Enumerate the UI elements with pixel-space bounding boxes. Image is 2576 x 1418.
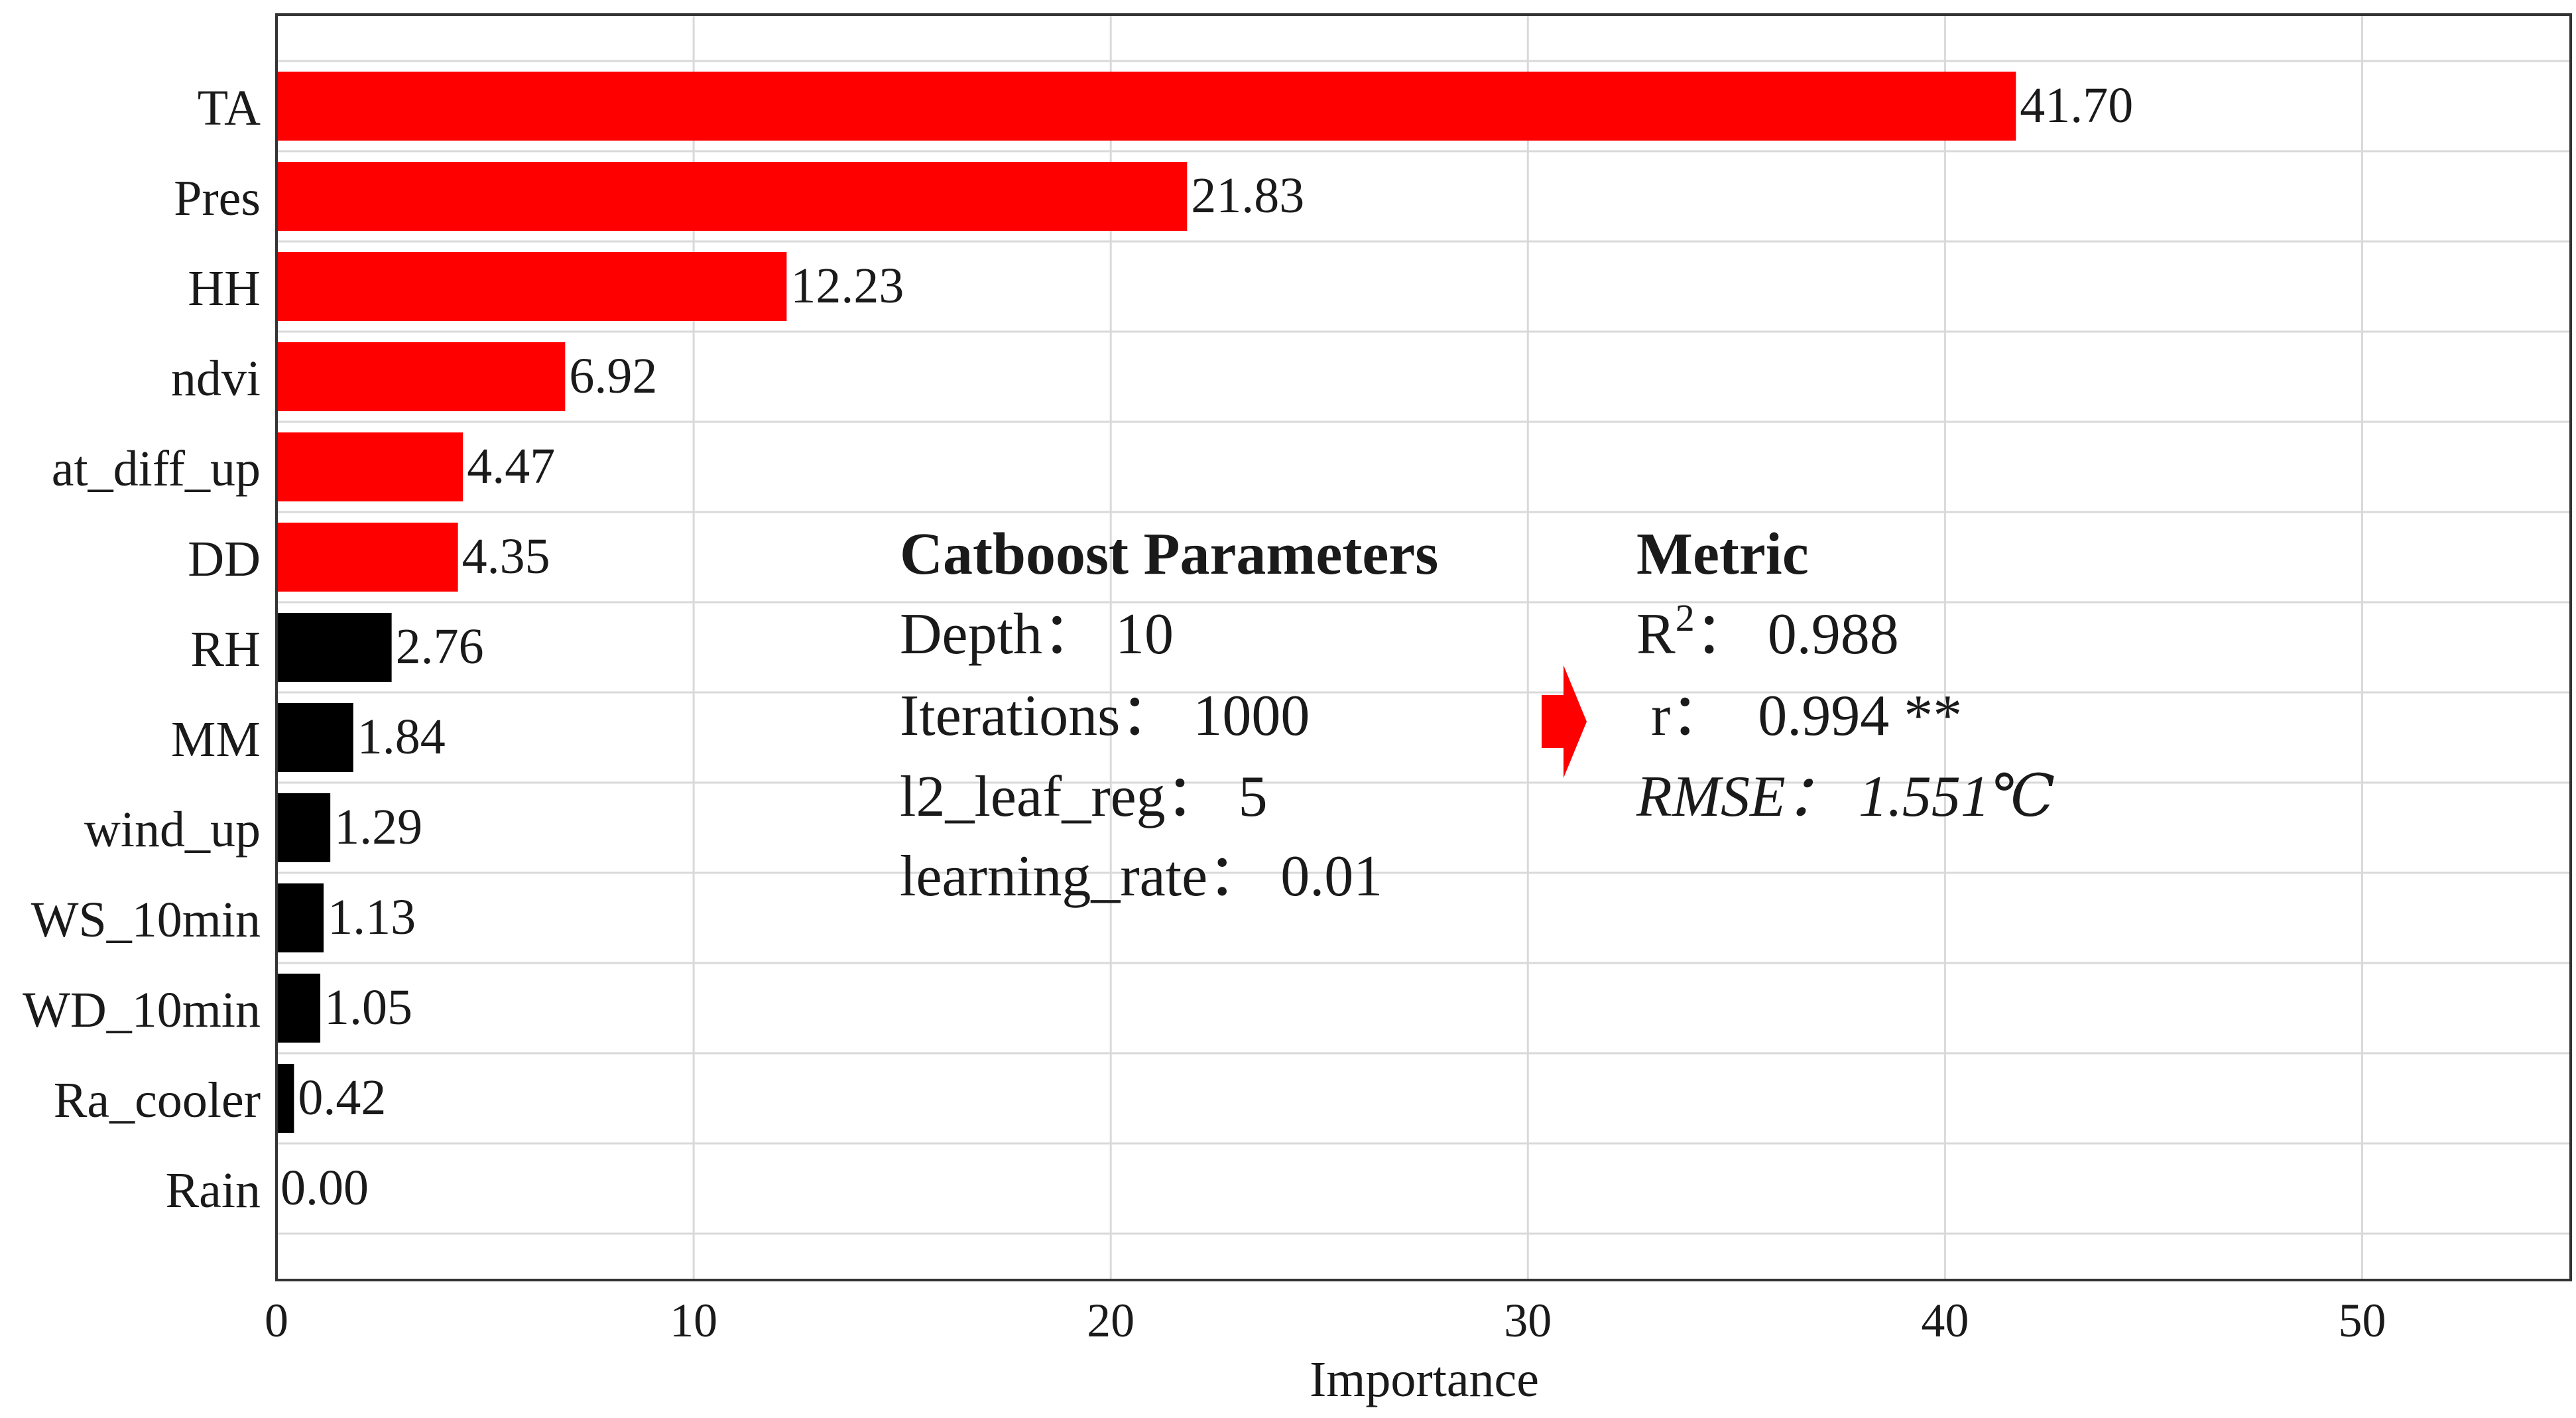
metric-r2-value: ： 0.988: [1695, 602, 1899, 667]
x-tick-label: 50: [2338, 1294, 2386, 1347]
value-label: 0.00: [280, 1160, 369, 1216]
x-axis-title: Importance: [1310, 1352, 1539, 1407]
arrow-icon: [1542, 665, 1587, 778]
value-label: 0.42: [298, 1070, 386, 1126]
value-label: 1.13: [328, 889, 416, 945]
x-tick-label: 30: [1504, 1294, 1552, 1347]
bar-wind-up: [276, 793, 331, 862]
bar-ra-cooler: [276, 1064, 294, 1133]
category-label: DD: [188, 531, 261, 587]
bar-pres: [276, 162, 1188, 231]
category-label: ndvi: [171, 351, 261, 407]
param-iterations: Iterations： 1000: [900, 684, 1310, 748]
value-labels-group: 41.70 21.83 12.23 6.924.47 4.35 2.76 1.84 1.29 1…: [280, 78, 2133, 1216]
category-label: Rain: [165, 1163, 261, 1218]
bars-group: [276, 72, 2016, 1133]
bar-ta: [276, 72, 2016, 141]
gridlines: [276, 15, 2571, 1280]
category-label: WS_10min: [31, 892, 261, 948]
metric-r2-sup: 2: [1676, 596, 1695, 639]
metric-title: Metric: [1636, 521, 1809, 587]
value-label: 1.84: [357, 709, 446, 765]
bar-dd: [276, 523, 458, 592]
x-tick-label: 0: [265, 1294, 288, 1347]
category-label: MM: [171, 712, 261, 767]
bar-at-diff-up: [276, 432, 463, 501]
bar-ndvi: [276, 342, 566, 411]
metric-rmse: RMSE： 1.551℃: [1636, 765, 2055, 829]
x-tick-label: 20: [1087, 1294, 1135, 1347]
bar-hh: [276, 252, 787, 321]
bar-ws-10min: [276, 883, 324, 952]
params-title: Catboost Parameters: [900, 521, 1438, 587]
category-label: HH: [188, 261, 261, 316]
param-l2-leaf-reg: l2_leaf_reg： 5: [900, 765, 1268, 829]
x-tick-label: 10: [670, 1294, 717, 1347]
value-label: 2.76: [396, 619, 484, 675]
param-learning-rate: learning_rate： 0.01: [900, 844, 1382, 909]
params-annotation: Catboost Parameters Depth： 10 Iterations…: [900, 521, 1438, 909]
plot-frame: [275, 13, 2572, 1281]
value-label: 6.92: [569, 348, 657, 404]
value-label: 1.05: [324, 980, 412, 1035]
category-label: wind_up: [84, 802, 261, 858]
value-label: 4.47: [467, 438, 555, 494]
category-label: RH: [190, 621, 261, 677]
metric-r2-base: R: [1636, 602, 1676, 667]
bar-mm: [276, 703, 353, 772]
category-label: Pres: [174, 170, 261, 226]
category-label: at_diff_up: [52, 441, 261, 497]
value-label: 12.23: [790, 258, 904, 314]
bar-wd-10min: [276, 974, 321, 1043]
category-labels-group: TA Pres HH ndvi at_diff_up DD RH MM wind_up WS_10…: [23, 80, 261, 1218]
value-label: 41.70: [2020, 78, 2133, 133]
param-depth: Depth： 10: [900, 602, 1174, 667]
category-label: TA: [198, 80, 261, 136]
x-tick-labels-group: 0 10 20 30 40 50: [265, 1294, 2386, 1347]
category-label: WD_10min: [23, 982, 261, 1038]
value-label: 1.29: [334, 799, 422, 855]
metric-annotation: Metric R2： 0.988 r： 0.994 ** RMSE： 1.551…: [1636, 521, 2055, 829]
metric-r2: R2： 0.988: [1636, 596, 1899, 667]
bar-rh: [276, 613, 392, 682]
category-label: Ra_cooler: [54, 1072, 261, 1128]
value-label: 4.35: [462, 529, 550, 584]
x-tick-label: 40: [1921, 1294, 1969, 1347]
metric-r: r： 0.994 **: [1636, 684, 1962, 748]
value-label: 21.83: [1191, 168, 1304, 224]
